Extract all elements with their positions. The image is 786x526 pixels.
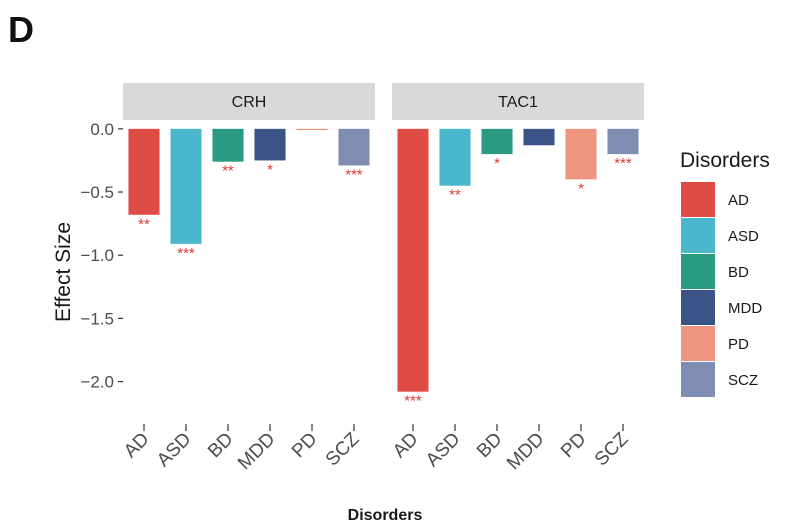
facet-strip [392,83,644,120]
bar-tac1-scz [607,128,639,155]
y-tick-label: −0.5 [80,183,114,202]
legend: Disorders AD ASD BD MDD PD SCZ [680,149,770,397]
x-axis-title: Disorders [348,507,423,524]
facet-crh: CRH ** AD *** ASD ** BD * MDD PD *** SCZ [120,83,375,474]
significance-label: ** [138,216,150,233]
significance-label: *** [404,393,422,410]
y-axis: 0.0 −0.5 −1.0 −1.5 −2.0 [80,120,123,392]
bar-crh-mdd [254,128,286,161]
legend-label-pd: PD [728,336,749,353]
x-tick-label: PD [557,429,591,463]
y-tick-label: 0.0 [90,120,114,139]
legend-label-ad: AD [728,192,749,209]
legend-label-mdd: MDD [728,300,762,317]
x-tick-label: BD [204,429,238,463]
x-tick-label: PD [288,429,322,463]
bar-tac1-ad [397,128,429,392]
legend-swatch-ad [681,182,715,217]
bar-crh-bd [212,128,244,162]
legend-swatch-mdd [681,290,715,325]
facet-strip-label: CRH [232,94,267,111]
facet-strip-label: TAC1 [498,94,538,111]
legend-swatch-scz [681,362,715,397]
x-tick-label: AD [389,429,423,463]
y-tick-label: −1.5 [80,309,114,328]
bar-crh-asd [170,128,202,244]
legend-swatch-pd [681,326,715,361]
significance-label: * [494,155,500,172]
y-tick-label: −1.0 [80,246,114,265]
bar-tac1-asd [439,128,471,186]
significance-label: ** [222,163,234,180]
x-tick-label: AD [120,429,154,463]
bar-tac1-pd [565,128,597,180]
x-tick-label: SCZ [591,428,633,470]
significance-label: *** [345,166,363,183]
bar-crh-pd [296,128,328,131]
legend-label-bd: BD [728,264,749,281]
legend-swatch-asd [681,218,715,253]
significance-label: *** [614,155,632,172]
bar-tac1-bd [481,128,513,155]
legend-title: Disorders [680,149,770,172]
x-tick-label: MDD [503,429,548,474]
bar-tac1-mdd [523,128,555,146]
x-tick-label: MDD [234,429,279,474]
significance-label: *** [177,245,195,262]
legend-label-scz: SCZ [728,372,758,389]
x-tick-label: BD [473,429,507,463]
x-tick-label: ASD [153,429,195,471]
bar-crh-scz [338,128,370,166]
facet-strip [123,83,375,120]
bar-crh-ad [128,128,160,215]
legend-label-asd: ASD [728,228,759,245]
y-axis-title: Effect Size [52,222,75,322]
x-tick-label: SCZ [322,428,364,470]
facets: CRH**AD***ASD**BD*MDD PD***SCZTAC1***AD**… [120,83,644,474]
y-tick-label: −2.0 [80,373,114,392]
legend-swatch-bd [681,254,715,289]
panel-letter: D [8,9,34,50]
significance-label: * [267,161,273,178]
significance-label: ** [449,187,461,204]
significance-label: * [578,180,584,197]
x-tick-label: ASD [422,429,464,471]
